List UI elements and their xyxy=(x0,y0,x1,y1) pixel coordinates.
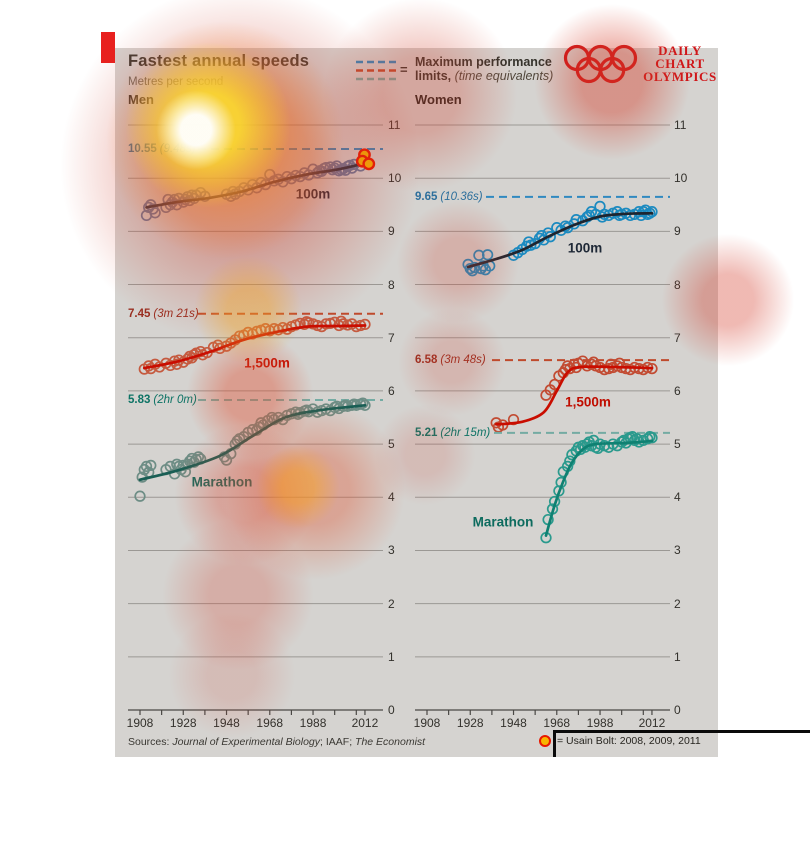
scatter-point-1,500m xyxy=(337,318,349,330)
x-axis-label-2012: 2012 xyxy=(638,716,666,730)
y-axis-label-8: 8 xyxy=(388,277,395,292)
y-axis-label-11: 11 xyxy=(674,118,687,133)
limit-label-1,500m: 6.58 (3m 48s) xyxy=(415,354,486,367)
legend-line-1: Maximum performance xyxy=(415,55,552,69)
y-axis-label-7: 7 xyxy=(674,330,681,345)
source-economist: The Economist xyxy=(355,736,426,748)
series-label-Marathon: Marathon xyxy=(472,514,534,530)
panel-label-men: Men xyxy=(128,92,154,107)
y-axis-label-11: 11 xyxy=(388,118,401,133)
sources-line: Sources: Journal of Experimental Biology… xyxy=(128,736,425,748)
scatter-point-Marathon xyxy=(192,451,205,463)
trend-line-100m xyxy=(466,211,654,269)
x-axis-label-1988: 1988 xyxy=(586,716,614,730)
page-subtitle: Metres per second xyxy=(128,76,224,88)
page-title: Fastest annual speeds xyxy=(128,52,310,70)
source-iaaf: ; IAAF; xyxy=(320,736,356,748)
limit-label-Marathon: 5.83 (2hr 0m) xyxy=(128,393,197,406)
scatter-point-Marathon xyxy=(631,433,643,445)
scatter-point-100m xyxy=(464,262,476,275)
source-journal: Journal of Experimental Biology xyxy=(172,736,321,748)
scatter-point-100m xyxy=(646,206,658,218)
limit-label-1,500m: 7.45 (3m 21s) xyxy=(128,307,199,320)
series-label-1,500m: 1,500m xyxy=(244,355,290,371)
y-axis-label-0: 0 xyxy=(674,703,681,717)
olympic-rings-icon xyxy=(563,44,638,84)
scatter-point-Marathon xyxy=(357,397,369,409)
x-axis-label-1928: 1928 xyxy=(456,716,484,730)
scatter-point-Marathon xyxy=(641,433,654,445)
legend-equals-sign: = xyxy=(400,62,408,77)
legend-line-2-bold: limits, xyxy=(415,69,452,83)
panel-label-women: Women xyxy=(415,92,462,107)
x-axis-label-1908: 1908 xyxy=(126,716,154,730)
x-axis-label-1908: 1908 xyxy=(413,716,441,730)
usain-bolt-legend-dot xyxy=(539,735,551,747)
x-axis-label-1968: 1968 xyxy=(256,716,284,730)
y-axis-label-3: 3 xyxy=(674,543,681,558)
series-label-1,500m: 1,500m xyxy=(565,394,611,410)
y-axis-label-2: 2 xyxy=(388,596,395,611)
sources-prefix: Sources: xyxy=(128,736,173,748)
y-axis-label-7: 7 xyxy=(388,330,395,345)
annotation-corner-horizontal-line xyxy=(553,730,810,733)
scatter-point-Marathon xyxy=(266,411,278,424)
y-axis-label-6: 6 xyxy=(388,383,395,398)
logo-line-olympics: OLYMPICS xyxy=(643,69,717,84)
legend-line-2: limits, (time equivalents) xyxy=(415,69,553,83)
x-axis-label-1928: 1928 xyxy=(169,716,197,730)
logo-line-chart: CHART xyxy=(655,56,705,71)
scatter-point-Marathon xyxy=(145,459,157,472)
y-axis-label-4: 4 xyxy=(674,490,681,505)
scatter-point-100m xyxy=(481,249,494,261)
scatter-point-Marathon xyxy=(140,460,153,473)
x-axis-label-1968: 1968 xyxy=(543,716,571,730)
y-axis-label-1: 1 xyxy=(388,649,395,664)
usain-bolt-legend-label: = Usain Bolt: 2008, 2009, 2011 xyxy=(557,735,701,747)
y-axis-label-10: 10 xyxy=(388,171,402,186)
scatter-point-Marathon xyxy=(255,417,267,429)
limit-label-100m: 10.55 (9.48s) xyxy=(128,142,196,155)
y-axis-label-10: 10 xyxy=(674,171,688,186)
trend-line-Marathon xyxy=(544,439,654,537)
trend-line-Marathon xyxy=(138,403,367,482)
y-axis-label-1: 1 xyxy=(674,649,681,664)
y-axis-label-8: 8 xyxy=(674,277,681,292)
x-axis-label-1988: 1988 xyxy=(299,716,327,730)
x-axis-label-1948: 1948 xyxy=(213,716,240,730)
y-axis-label-2: 2 xyxy=(674,596,681,611)
y-axis-label-9: 9 xyxy=(674,224,681,239)
scatter-point-Marathon xyxy=(300,404,313,416)
scatter-point-100m xyxy=(473,249,485,261)
x-axis-label-2012: 2012 xyxy=(351,716,379,730)
series-label-100m: 100m xyxy=(295,186,331,202)
y-axis-label-3: 3 xyxy=(388,543,395,558)
trend-line-1,500m xyxy=(494,365,654,426)
y-axis-label-6: 6 xyxy=(674,383,681,398)
limit-label-100m: 9.65 (10.36s) xyxy=(415,190,483,203)
y-axis-label-5: 5 xyxy=(388,437,395,452)
trend-line-1,500m xyxy=(142,324,367,370)
scatter-point-Marathon xyxy=(646,432,658,444)
y-axis-label-9: 9 xyxy=(388,224,395,239)
annotation-corner-vertical-line xyxy=(553,730,556,757)
y-axis-label-0: 0 xyxy=(388,703,395,717)
logo-line-daily: DAILY xyxy=(658,43,702,58)
y-axis-label-4: 4 xyxy=(388,490,395,505)
series-label-Marathon: Marathon xyxy=(191,474,253,490)
limit-label-Marathon: 5.21 (2hr 15m) xyxy=(415,426,491,439)
scatter-point-Marathon xyxy=(134,490,146,502)
x-axis-label-1948: 1948 xyxy=(500,716,527,730)
series-label-100m: 100m xyxy=(567,240,603,256)
economist-red-tab xyxy=(101,32,115,63)
y-axis-label-5: 5 xyxy=(674,437,681,452)
legend-line-2-italic: (time equivalents) xyxy=(454,69,554,83)
scatter-point-1,500m xyxy=(214,342,226,355)
